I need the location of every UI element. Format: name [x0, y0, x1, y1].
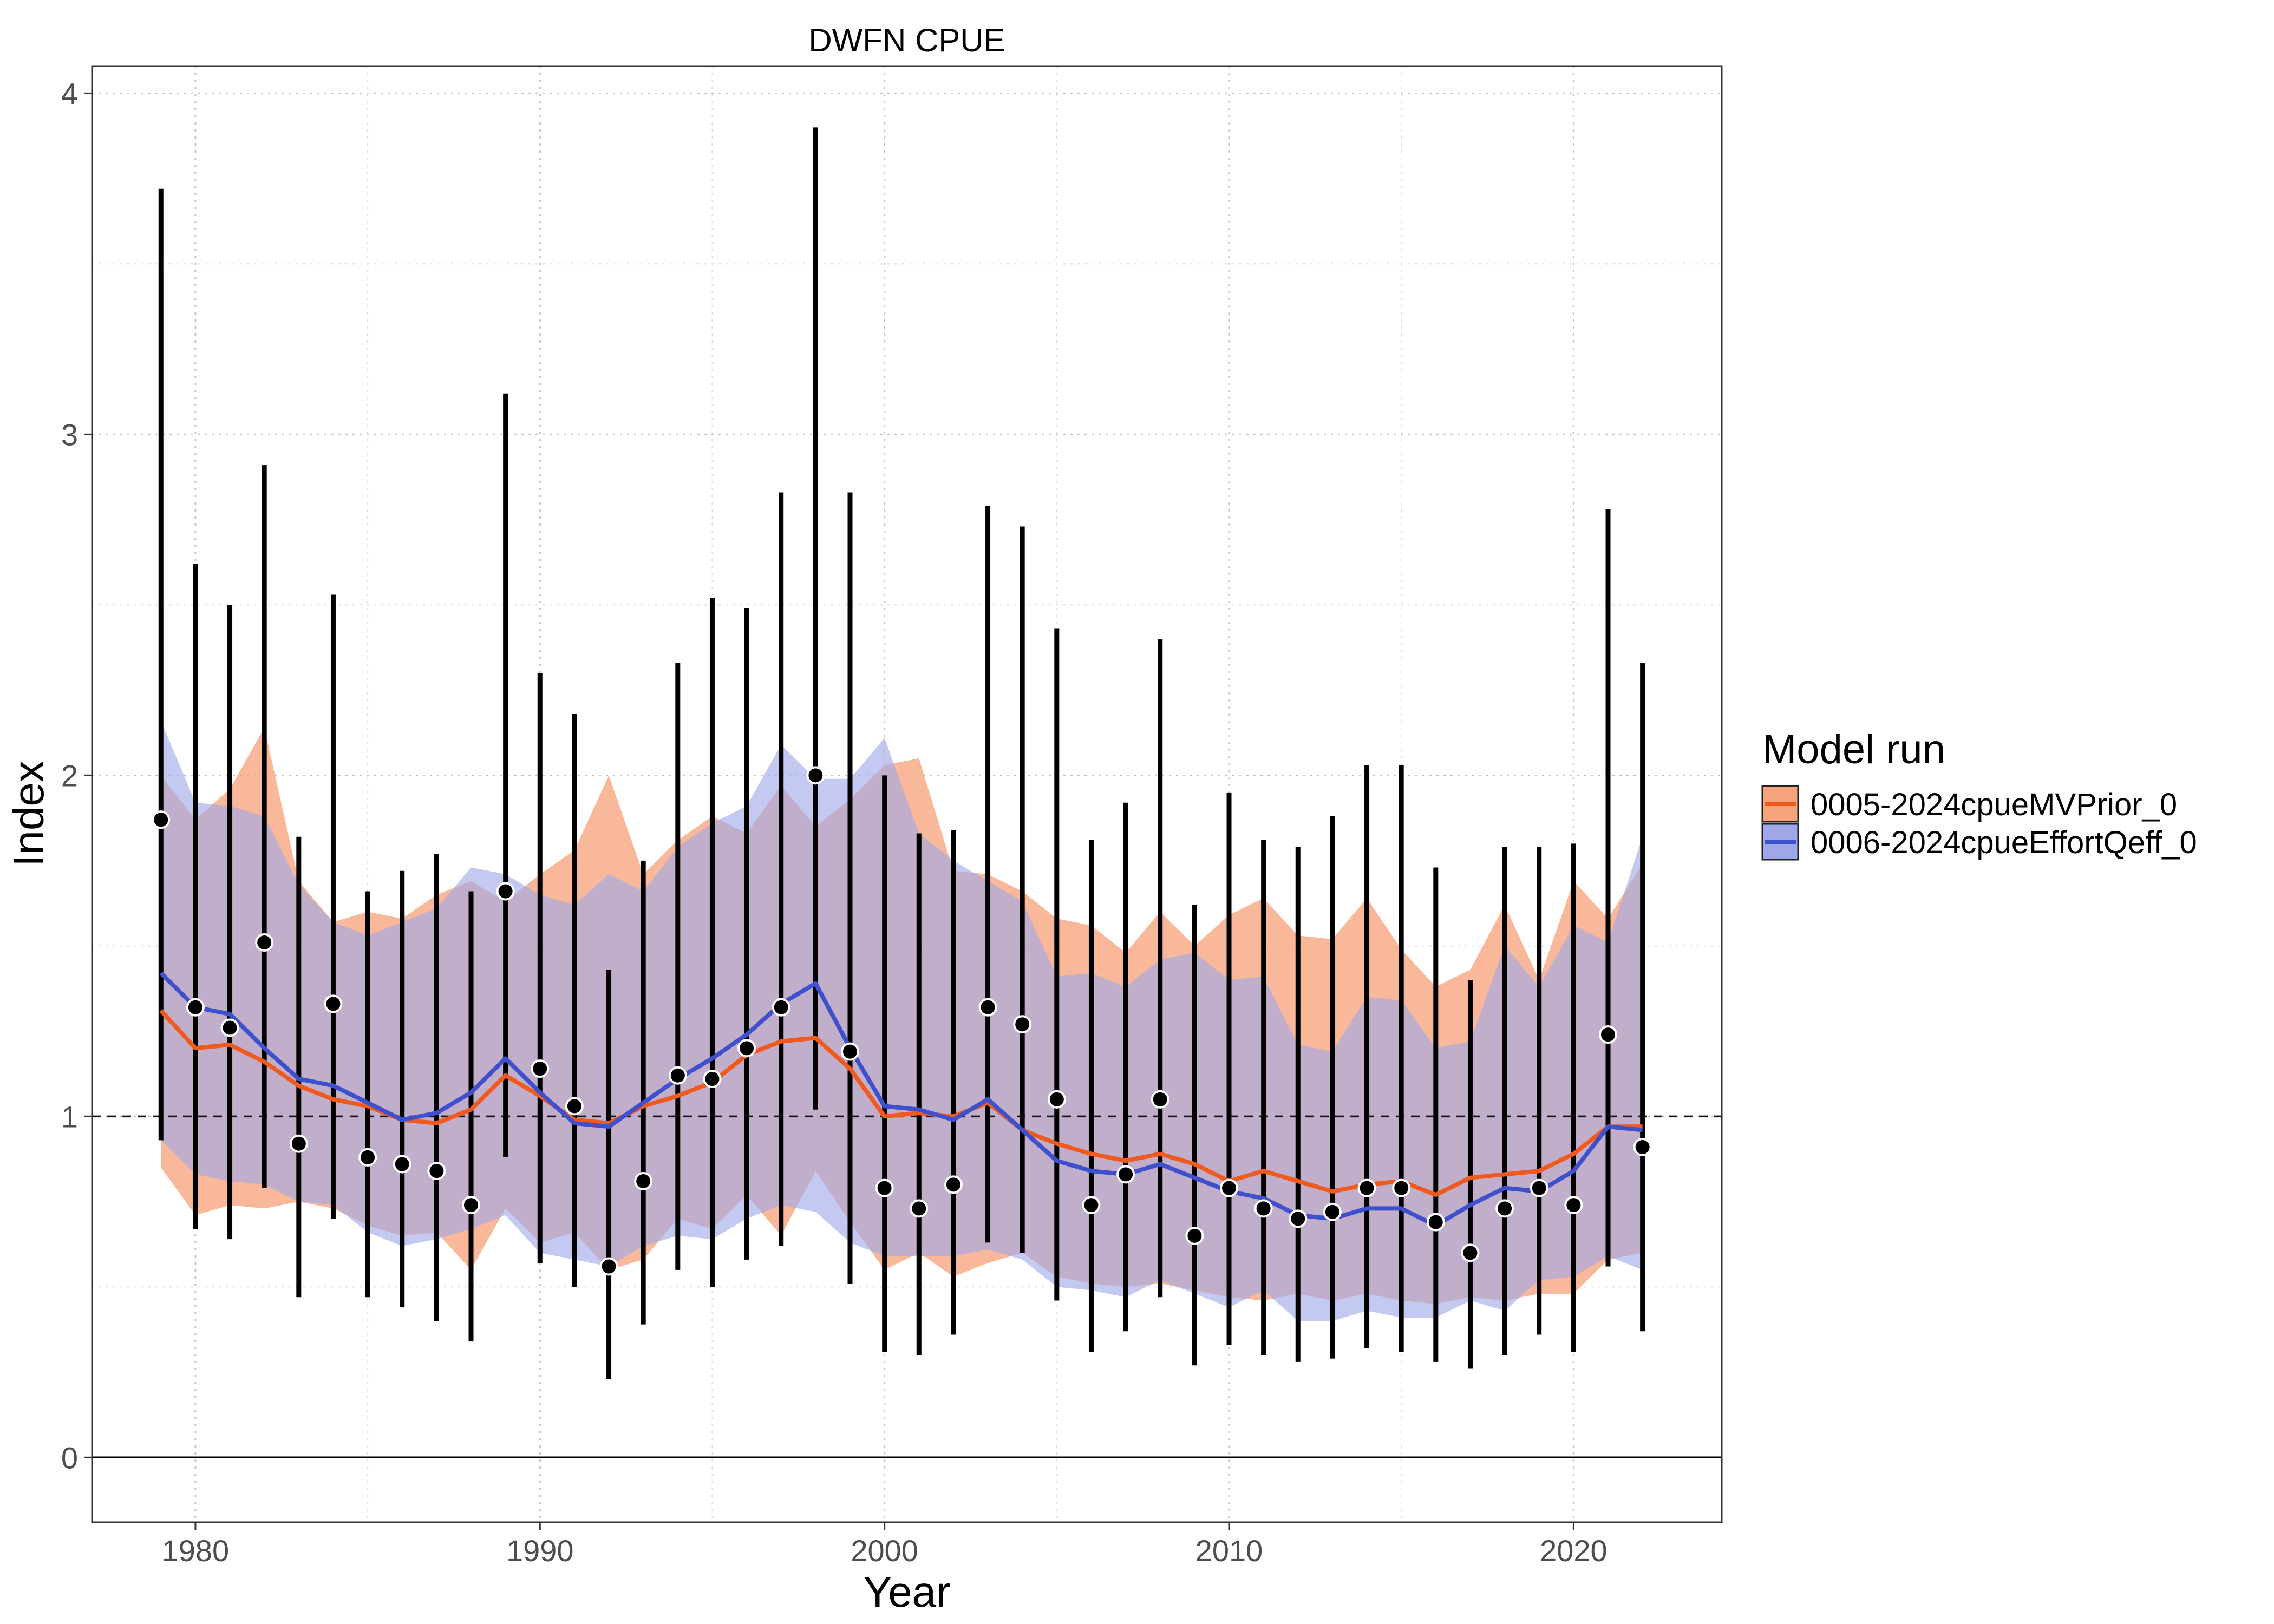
legend-label-effortqeff: 0006-2024cpueEffortQeff_0	[1811, 825, 2197, 860]
observation-point	[324, 994, 343, 1013]
observation-point	[1392, 1178, 1411, 1197]
observation-point	[220, 1018, 239, 1037]
y-tick-label: 1	[61, 1099, 78, 1134]
model-line-series-1	[159, 971, 1643, 1228]
observation-point	[703, 1070, 722, 1089]
observation-point	[393, 1155, 411, 1174]
observation-point	[1289, 1209, 1308, 1228]
x-axis-title: Year	[863, 1568, 951, 1616]
y-axis-title: Index	[4, 761, 53, 867]
x-tick-label: 2010	[1195, 1534, 1263, 1568]
y-tick-label: 4	[61, 76, 78, 110]
x-tick-label: 2000	[851, 1534, 918, 1568]
observation-point	[1495, 1199, 1514, 1218]
chart-title: DWFN CPUE	[808, 22, 1005, 58]
observation-point	[1185, 1226, 1204, 1245]
observation-point	[1461, 1243, 1480, 1262]
x-tick-label: 2020	[1540, 1534, 1608, 1568]
observation-point	[875, 1178, 894, 1197]
observation-point	[1426, 1213, 1445, 1232]
observation-point	[841, 1042, 859, 1061]
observation-point	[910, 1199, 929, 1218]
observation-point	[1323, 1202, 1342, 1221]
y-tick-label: 0	[61, 1440, 78, 1475]
observation-point	[806, 766, 825, 785]
observation-error-bars	[158, 127, 1645, 1379]
observation-point	[531, 1059, 550, 1078]
observation-point	[599, 1257, 618, 1276]
x-tick-label: 1980	[162, 1534, 230, 1568]
legend-item-mvprior: 0005-2024cpueMVPrior_0	[1761, 785, 2177, 823]
observation-point	[634, 1172, 653, 1191]
x-tick-label: 1990	[506, 1534, 574, 1568]
y-tick-label: 3	[61, 417, 78, 451]
observation-point	[1047, 1090, 1066, 1109]
observation-point	[1082, 1196, 1101, 1215]
reference-lines	[92, 1115, 1722, 1459]
confidence-band-series-1	[161, 721, 1643, 1321]
observation-point	[668, 1066, 687, 1085]
observation-point	[1633, 1138, 1652, 1157]
observation-point	[1357, 1178, 1376, 1197]
panel-border	[91, 65, 1723, 1523]
observation-point	[944, 1175, 963, 1194]
observation-point	[1151, 1090, 1169, 1109]
observation-point	[978, 998, 997, 1017]
observation-point	[255, 933, 274, 952]
observation-point	[1013, 1015, 1032, 1034]
y-tick-label: 2	[61, 758, 78, 793]
observation-point	[1564, 1196, 1583, 1215]
observation-point	[737, 1039, 756, 1058]
observation-point	[496, 882, 515, 901]
observation-point	[772, 998, 790, 1017]
observation-point	[427, 1162, 446, 1181]
observation-point	[1599, 1025, 1617, 1044]
observation-point	[186, 998, 205, 1017]
legend-title: Model run	[1762, 726, 1945, 772]
y-axis: 0 1 2 3 4	[61, 76, 92, 1475]
observation-point	[1220, 1178, 1238, 1197]
observation-points	[152, 766, 1652, 1276]
observation-point	[462, 1196, 480, 1215]
observation-point	[565, 1097, 584, 1116]
observation-point	[289, 1134, 308, 1153]
x-axis: 1980 1990 2000 2010 2020	[162, 1522, 1608, 1568]
legend: Model run 0005-2024cpueMVPrior_0 0006-20…	[1761, 726, 2197, 861]
observation-point	[152, 810, 171, 829]
legend-label-mvprior: 0005-2024cpueMVPrior_0	[1811, 787, 2177, 822]
observation-point	[358, 1148, 377, 1167]
observation-point	[1254, 1199, 1273, 1218]
observation-point	[1530, 1178, 1548, 1197]
observation-point	[1116, 1165, 1135, 1184]
legend-item-effortqeff: 0006-2024cpueEffortQeff_0	[1761, 823, 2197, 861]
model-confidence-bands	[161, 721, 1643, 1321]
